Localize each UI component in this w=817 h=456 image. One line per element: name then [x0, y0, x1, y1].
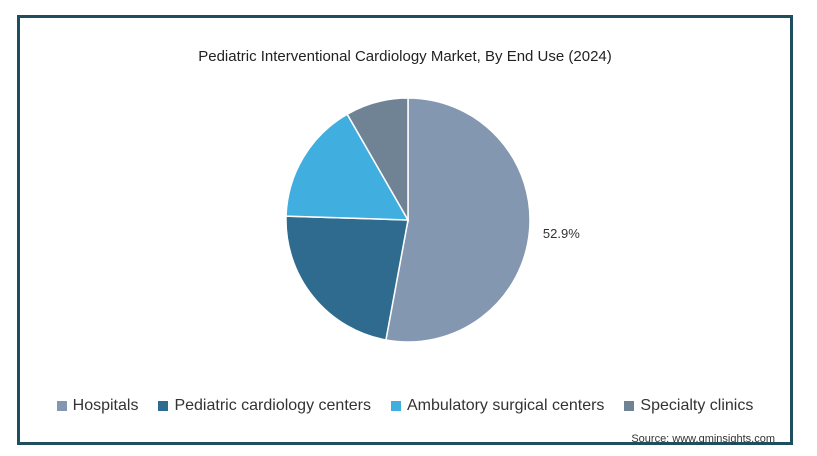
legend-label: Hospitals [72, 397, 139, 414]
legend-label: Pediatric cardiology centers [174, 397, 371, 414]
pie-slice-hospitals [385, 97, 531, 343]
source-note: Source: www.gminsights.com [631, 433, 775, 445]
legend-swatch [56, 401, 67, 411]
legend-label: Ambulatory surgical centers [407, 397, 605, 414]
legend-item-pediatric-cardiology-centers: Pediatric cardiology centers [158, 397, 371, 415]
legend-item-specialty-clinics: Specialty clinics [624, 397, 753, 415]
legend-swatch [391, 401, 401, 411]
chart-frame: Pediatric Interventional Cardiology Mark… [17, 15, 793, 445]
pie-slice-pediatric-cardiology-centers [285, 215, 409, 341]
chart-title: Pediatric Interventional Cardiology Mark… [198, 48, 612, 65]
legend-swatch [624, 401, 635, 411]
legend-label: Specialty clinics [640, 397, 754, 414]
legend-swatch [158, 401, 169, 411]
pie-slice-ambulatory-surgical-centers [285, 113, 410, 221]
chart-legend: Hospitals Pediatric cardiology centers Amb… [20, 397, 790, 415]
data-label-hospitals: 52.9% [543, 226, 580, 241]
legend-item-ambulatory-surgical-centers: Ambulatory surgical centers [391, 397, 604, 415]
pie-chart: 52.9% [285, 97, 580, 343]
pie-slice-specialty-clinics [346, 97, 409, 223]
legend-item-hospitals: Hospitals [56, 397, 139, 415]
